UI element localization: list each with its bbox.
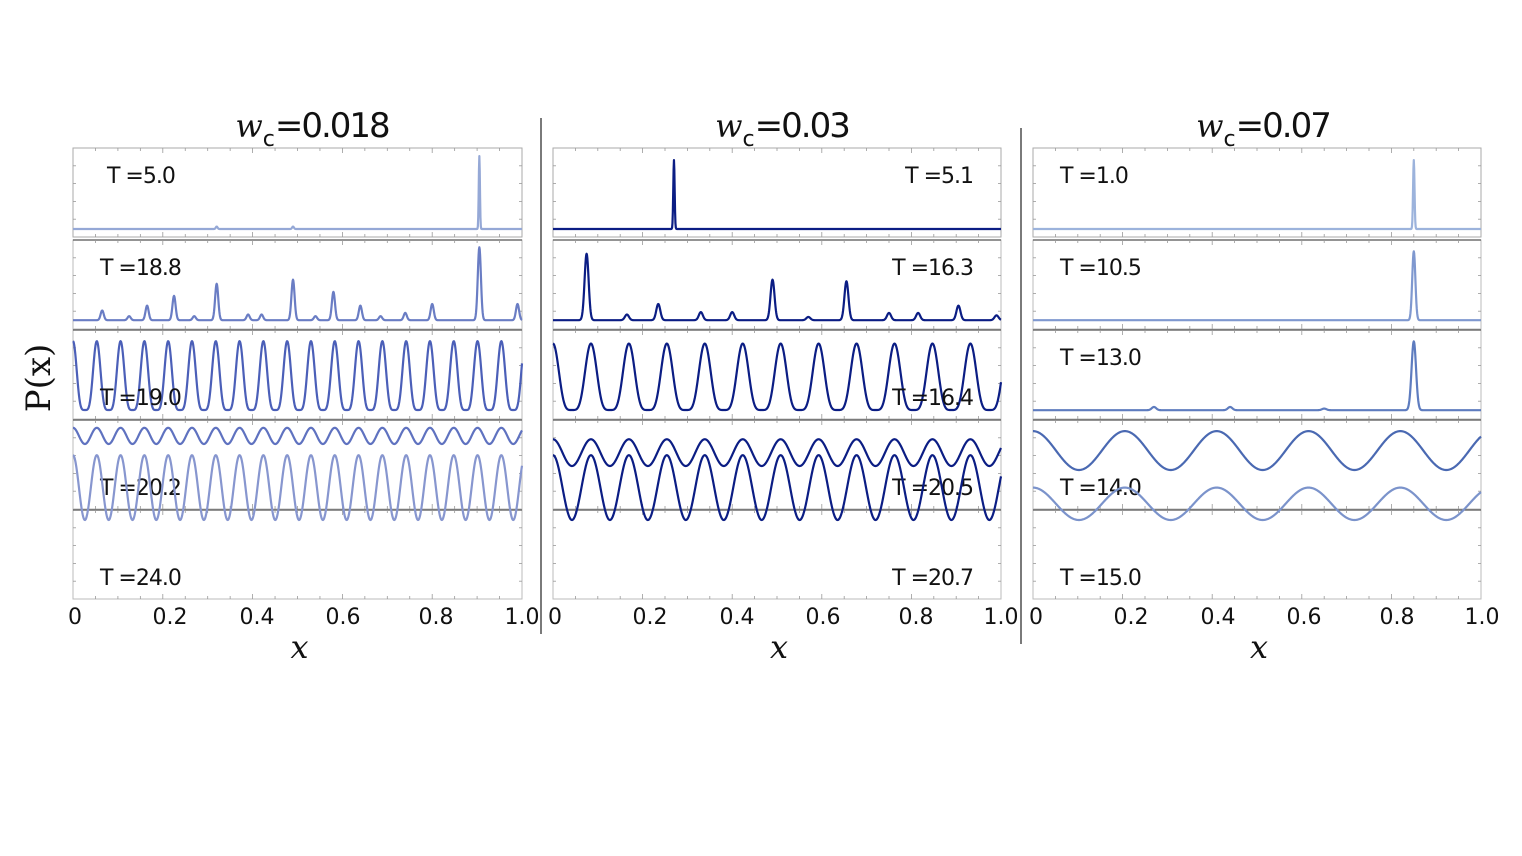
series-line [1032,430,1482,472]
series-line [552,454,1003,522]
row-1: T =5.1 [552,147,1002,238]
x-tick-label: 0.2 [1114,605,1149,630]
row-2: T =18.8 [72,239,523,330]
series-line [72,246,523,322]
x-tick-label: 1.0 [505,605,540,630]
row-5: T =24.0 [72,454,524,600]
panel-title: wc=0.03 [715,106,849,152]
series-line [1032,340,1482,412]
row-label: T =24.0 [99,566,181,591]
x-axis-label: x [290,628,308,666]
x-tick-label: 0 [68,605,82,630]
subplot-frame [72,147,523,238]
panel-2: wc=0.03T =5.1T =16.3T =16.4T =20.5T =20.… [548,106,1019,666]
subplot-frame [1032,239,1482,330]
panel-3: wc=0.07 T =1.0 T =10.5 T =13.0 T =14.0 T =15.… [1029,106,1500,666]
series-line [72,340,524,412]
x-tick-label: 0.8 [419,605,454,630]
subplot-frame [552,147,1002,238]
row-3: T =16.4 [552,329,1003,420]
series-line [72,426,523,446]
series-line [1032,159,1482,231]
y-axis-label: P(x) [19,344,59,413]
subplot-frame [72,509,523,600]
row-5: T =20.7 [552,454,1003,600]
row-label: T =16.4 [891,386,973,411]
x-axis-label: x [770,628,788,666]
row-1: T =5.0 [72,147,523,238]
x-axis-label: x [1250,628,1268,666]
row-1: T =1.0 [1032,147,1482,238]
row-label: T =1.0 [1059,164,1128,189]
series-line [72,454,524,522]
row-label: T =19.0 [99,386,181,411]
x-tick-label: 0.4 [240,605,275,630]
row-label: T =5.1 [904,164,973,189]
series-line [552,252,1002,322]
row-label: T =15.0 [1059,566,1141,591]
x-tick-label: 0.6 [326,605,361,630]
row-3: T =13.0 [1032,329,1482,420]
x-tick-label: 0.8 [1380,605,1415,630]
subplot-frame [552,509,1002,600]
series-line [1032,486,1482,522]
row-label: T =5.0 [106,164,175,189]
subplot-frame [1032,147,1482,238]
series-line [552,342,1003,412]
x-tick-label: 0 [548,605,562,630]
series-line [72,155,523,231]
x-tick-label: 0.8 [899,605,934,630]
series-line [552,438,1002,468]
row-4: T =14.0 [1032,419,1482,510]
row-3: T =19.0 [72,329,524,420]
x-tick-label: 0.6 [1287,605,1322,630]
x-tick-label: 0 [1029,605,1043,630]
x-tick-label: 0.2 [633,605,668,630]
row-label: T =20.7 [891,566,973,591]
subplot-frame [1032,419,1482,510]
row-5: T =15.0 [1032,486,1482,600]
x-tick-label: 1.0 [1465,605,1500,630]
panel-title: wc=0.07 [1196,106,1330,152]
row-label: T =10.5 [1059,256,1141,281]
subplot-frame [72,239,523,330]
x-tick-label: 1.0 [984,605,1019,630]
x-tick-label: 0.2 [153,605,188,630]
row-label: T =13.0 [1059,346,1141,371]
x-tick-label: 0.4 [1201,605,1236,630]
series-line [552,159,1002,231]
x-tick-label: 0.4 [720,605,755,630]
row-label: T =18.8 [99,256,181,281]
row-2: T =16.3 [552,239,1002,330]
series-line [1032,250,1482,322]
x-tick-label: 0.6 [806,605,841,630]
row-label: T =16.3 [891,256,973,281]
panel-title: wc=0.018 [235,106,389,152]
row-2: T =10.5 [1032,239,1482,330]
